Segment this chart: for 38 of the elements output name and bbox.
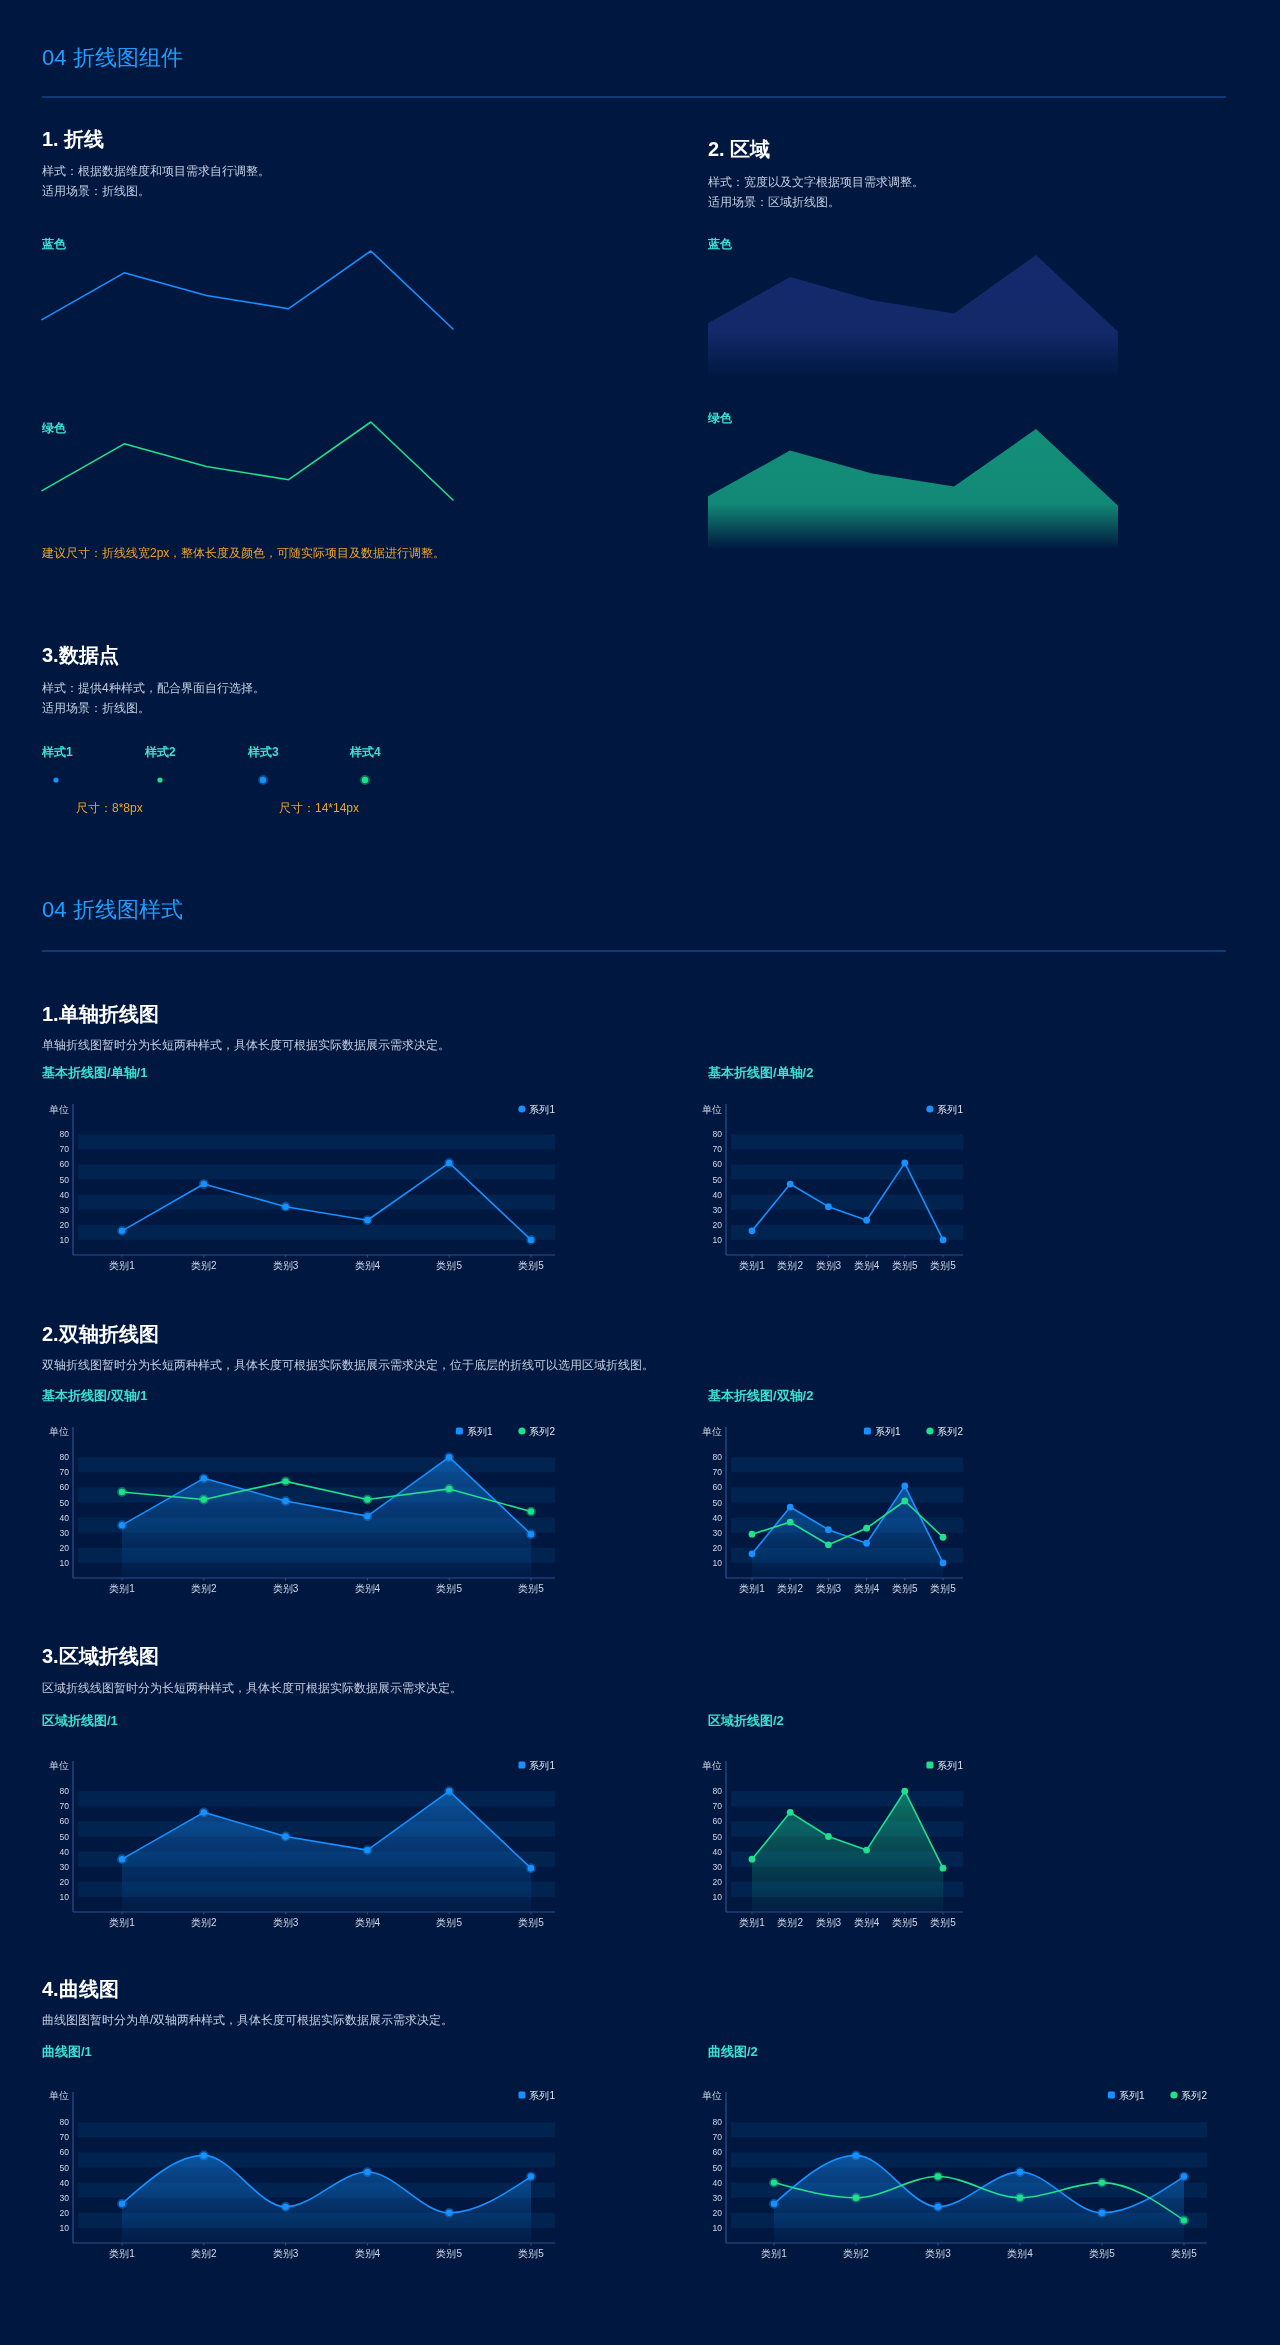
title: 基本折线图/双轴/1 <box>42 1387 148 1403</box>
annotation: 样式：宽度以及文字根据项目需求调整。 <box>708 175 924 189</box>
title: 04 折线图组件 <box>42 44 183 70</box>
annotation: 适用场景：区域折线图。 <box>708 195 840 209</box>
annotation: 适用场景：折线图。 <box>42 701 150 715</box>
title: 基本折线图/单轴/1 <box>42 1064 148 1080</box>
title: 区域折线图/1 <box>42 1712 118 1728</box>
annotation: 单轴折线图暂时分为长短两种样式，具体长度可根据实际数据展示需求决定。 <box>42 1038 450 1052</box>
annotation: 样式3 <box>248 745 279 759</box>
title: 蓝色 <box>708 237 732 251</box>
annotation: 适用场景：折线图。 <box>42 184 150 198</box>
title: 基本折线图/单轴/2 <box>708 1064 814 1080</box>
annotation: 样式：根据数据维度和项目需求自行调整。 <box>42 164 270 178</box>
annotation: 尺寸：8*8px <box>76 801 143 815</box>
annotation: 样式1 <box>42 745 73 759</box>
title: 基本折线图/双轴/2 <box>708 1387 814 1403</box>
annotation: 建议尺寸：折线线宽2px，整体长度及颜色，可随实际项目及数据进行调整。 <box>42 546 446 560</box>
title: 绿色 <box>42 421 66 435</box>
title: 4.曲线图 <box>42 1978 119 2000</box>
annotation: 尺寸：14*14px <box>279 801 360 815</box>
title: 绿色 <box>708 411 732 425</box>
title: 曲线图/1 <box>42 2043 92 2059</box>
title: 04 折线图样式 <box>42 896 183 922</box>
title: 3.区域折线图 <box>42 1645 159 1667</box>
title: 1. 折线 <box>42 128 105 150</box>
annotation: 样式：提供4种样式，配合界面自行选择。 <box>42 681 265 695</box>
annotation: 区域折线线图暂时分为长短两种样式，具体长度可根据实际数据展示需求决定。 <box>42 1681 462 1695</box>
title: 曲线图/2 <box>708 2043 758 2059</box>
title: 2. 区域 <box>708 138 771 160</box>
title: 1.单轴折线图 <box>42 1003 159 1025</box>
annotation: 样式2 <box>145 745 176 759</box>
title: 2.双轴折线图 <box>42 1323 159 1345</box>
annotation: 双轴折线图暂时分为长短两种样式，具体长度可根据实际数据展示需求决定，位于底层的折线可以选用区域折线图。 <box>42 1358 654 1372</box>
annotation: 曲线图图暂时分为单/双轴两种样式，具体长度可根据实际数据展示需求决定。 <box>42 2013 454 2027</box>
annotation: 样式4 <box>350 745 381 759</box>
title: 区域折线图/2 <box>708 1712 784 1728</box>
title: 3.数据点 <box>42 644 119 666</box>
title: 蓝色 <box>42 237 66 251</box>
